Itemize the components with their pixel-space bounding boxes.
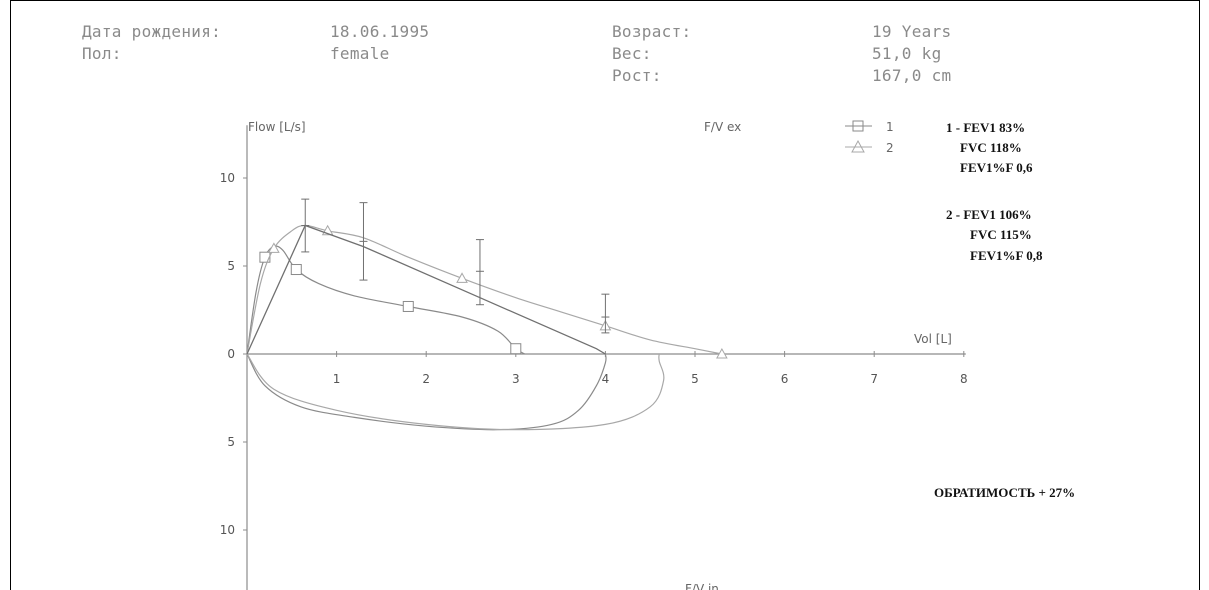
series1-fev1: 1 - FEV1 83%: [946, 120, 1026, 135]
x-tick-label: 7: [870, 372, 878, 386]
legend-label-1: 1: [886, 120, 894, 134]
series-2-inspiratory-curve: [246, 353, 665, 431]
inspiratory-title: F/V in: [685, 582, 719, 590]
series-2-point-marker: [268, 242, 280, 253]
y-tick-label: 10: [220, 523, 235, 537]
series-1-inspiratory-curve: [246, 353, 607, 431]
series-1-point-marker: [290, 264, 302, 276]
series2-fev1-fvc-ratio: FEV1%F 0,8: [970, 248, 1043, 263]
age-value: 19 Years: [872, 22, 952, 41]
x-tick-label: 4: [602, 372, 610, 386]
series-1-point-marker: [402, 300, 414, 312]
x-tick-label: 3: [512, 372, 520, 386]
report-frame: [10, 0, 1200, 590]
legend-marker-square: [852, 120, 864, 132]
series-2-point-marker: [716, 347, 728, 359]
y-tick-label: 10: [220, 171, 235, 185]
height-value: 167,0 cm: [872, 66, 952, 85]
y-axis-label: Flow [L/s]: [248, 120, 306, 134]
sex-value: female: [330, 44, 390, 63]
reversibility-result: ОБРАТИМОСТЬ + 27%: [934, 485, 1076, 500]
chart-axes: 1 2 3 4 5 6 7 8 10 5 0 5 10: [220, 125, 968, 590]
weight-label: Вес:: [612, 44, 652, 63]
height-label: Рост:: [612, 66, 662, 85]
dob-value: 18.06.1995: [330, 22, 430, 41]
dob-label: Дата рождения:: [82, 22, 222, 41]
chart-curves: [246, 198, 728, 431]
age-label: Возраст:: [612, 22, 692, 41]
y-tick-label: 5: [227, 435, 235, 449]
series-2-expiratory-curve: [246, 224, 723, 355]
legend-item-1: 1: [845, 120, 894, 134]
legend-label-2: 2: [886, 141, 894, 155]
x-tick-label: 8: [960, 372, 968, 386]
y-tick-label: 5: [227, 259, 235, 273]
legend-item-2: 2: [845, 139, 894, 155]
series1-fvc: FVC 118%: [960, 140, 1022, 155]
x-tick-label: 1: [333, 372, 341, 386]
weight-value: 51,0 kg: [872, 44, 942, 63]
y-tick-label: 0: [227, 347, 235, 361]
series2-fvc: FVC 115%: [970, 227, 1032, 242]
expiratory-title: F/V ex: [704, 120, 741, 134]
series2-fev1: 2 - FEV1 106%: [946, 207, 1032, 222]
series1-fev1-fvc-ratio: FEV1%F 0,6: [960, 160, 1033, 175]
x-axis-label: Vol [L]: [914, 332, 952, 346]
x-tick-label: 5: [691, 372, 699, 386]
x-tick-label: 6: [781, 372, 789, 386]
legend: 1 2: [845, 120, 894, 155]
x-tick-label: 2: [422, 372, 430, 386]
sex-label: Пол:: [82, 44, 122, 63]
series-2-point-marker: [456, 272, 468, 283]
series-1-point-marker: [510, 343, 522, 355]
legend-marker-triangle: [851, 139, 865, 153]
predicted-expiratory-line: [246, 224, 606, 355]
